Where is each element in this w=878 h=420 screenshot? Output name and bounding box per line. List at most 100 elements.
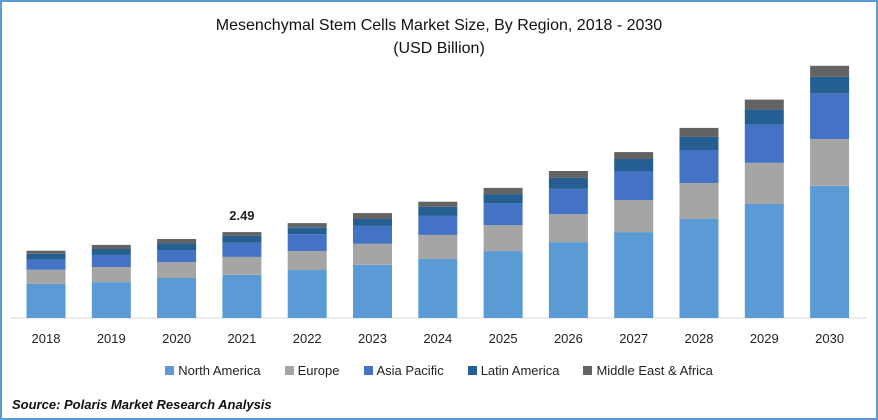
bar-segment-europe-2025 <box>483 225 523 252</box>
legend-swatch <box>583 366 593 375</box>
bar-segment-europe-2018 <box>26 269 66 284</box>
x-tick-label: 2024 <box>423 331 452 346</box>
legend-item-europe: Europe <box>284 363 340 378</box>
bar-segment-asia-pacific-2028 <box>679 150 719 184</box>
bar-segment-europe-2021 <box>222 256 262 275</box>
legend: North America Europe Asia Pacific Latin Ame… <box>2 363 876 378</box>
bar-segment-middle-east-africa-2022 <box>287 223 327 228</box>
bar-segment-middle-east-africa-2019 <box>91 244 131 249</box>
x-tick-label: 2030 <box>815 331 844 346</box>
bar-segment-europe-2022 <box>287 251 327 271</box>
x-tick-label: 2023 <box>358 331 387 346</box>
legend-item-latin-america: Latin America <box>467 363 560 378</box>
bar-segment-asia-pacific-2020 <box>157 250 197 263</box>
bar-segment-middle-east-africa-2025 <box>483 187 523 195</box>
chart-subtitle: (USD Billion) <box>393 40 485 57</box>
legend-item-asia-pacific: Asia Pacific <box>363 363 444 378</box>
legend-swatch <box>363 366 373 375</box>
legend-label: Latin America <box>480 363 560 378</box>
bar-segment-latin-america-2029 <box>744 109 784 125</box>
x-tick-label: 2022 <box>293 331 322 346</box>
legend-label: Asia Pacific <box>376 363 444 378</box>
bar-segment-middle-east-africa-2020 <box>157 239 197 244</box>
bars-group <box>26 65 850 318</box>
bar-segment-north-america-2019 <box>91 282 131 318</box>
chart-title: Mesenchymal Stem Cells Market Size, By R… <box>215 17 663 34</box>
bar-segment-middle-east-africa-2029 <box>744 99 784 110</box>
bar-segment-latin-america-2022 <box>287 227 327 235</box>
bar-segment-europe-2020 <box>157 262 197 278</box>
bar-segment-latin-america-2019 <box>91 249 131 255</box>
bar-segment-latin-america-2030 <box>810 76 850 94</box>
bar-segment-north-america-2027 <box>614 232 654 318</box>
legend-swatch <box>165 366 175 375</box>
bar-segment-latin-america-2025 <box>483 194 523 204</box>
bar-segment-europe-2027 <box>614 200 654 233</box>
bar-segment-asia-pacific-2027 <box>614 171 654 200</box>
bar-segment-latin-america-2024 <box>418 206 458 216</box>
bar-segment-latin-america-2020 <box>157 243 197 250</box>
legend-label: Europe <box>297 363 340 378</box>
legend-item-north-america: North America <box>165 363 261 378</box>
bar-segment-north-america-2029 <box>744 203 784 318</box>
x-tick-label: 2018 <box>32 331 61 346</box>
bar-segment-middle-east-africa-2023 <box>353 213 392 219</box>
bar-segment-latin-america-2021 <box>222 235 262 243</box>
bar-segment-asia-pacific-2021 <box>222 242 262 257</box>
bar-segment-asia-pacific-2030 <box>810 93 850 139</box>
data-label-2021: 2.49 <box>229 208 254 223</box>
bar-segment-north-america-2018 <box>26 283 66 318</box>
x-tick-label: 2021 <box>227 331 256 346</box>
x-tick-label: 2029 <box>750 331 779 346</box>
legend-swatch <box>467 366 477 375</box>
bar-segment-asia-pacific-2029 <box>744 124 784 163</box>
bar-segment-latin-america-2028 <box>679 136 719 150</box>
bar-segment-north-america-2023 <box>353 264 392 318</box>
bar-segment-europe-2028 <box>679 183 719 219</box>
source-note: Source: Polaris Market Research Analysis <box>12 397 272 412</box>
bar-segment-north-america-2026 <box>548 242 588 318</box>
bar-segment-north-america-2025 <box>483 251 523 318</box>
x-tick-labels: 2018 2019 2020 2021 2022 2023 2024 2025 2026 2027… <box>32 331 845 346</box>
bar-segment-middle-east-africa-2024 <box>418 201 458 207</box>
bar-segment-middle-east-africa-2018 <box>26 250 66 254</box>
x-tick-label: 2028 <box>685 331 714 346</box>
bar-segment-europe-2019 <box>91 266 131 283</box>
legend-swatch <box>284 366 294 375</box>
bar-segment-north-america-2024 <box>418 259 458 318</box>
bar-segment-europe-2024 <box>418 234 458 259</box>
legend-item-middle-east-africa: Middle East & Africa <box>583 363 713 378</box>
bar-segment-middle-east-africa-2026 <box>548 171 588 178</box>
bar-segment-europe-2026 <box>548 214 588 243</box>
x-tick-label: 2020 <box>162 331 191 346</box>
x-tick-label: 2026 <box>554 331 583 346</box>
bar-segment-europe-2029 <box>744 162 784 204</box>
legend-label: Middle East & Africa <box>596 363 713 378</box>
legend-label: North America <box>178 363 261 378</box>
bar-segment-north-america-2020 <box>157 278 197 318</box>
bar-segment-asia-pacific-2019 <box>91 254 131 267</box>
bar-segment-north-america-2021 <box>222 274 262 318</box>
bar-segment-asia-pacific-2018 <box>26 259 66 270</box>
bar-segment-middle-east-africa-2028 <box>679 127 719 137</box>
bar-segment-latin-america-2026 <box>548 177 588 189</box>
bar-segment-middle-east-africa-2030 <box>810 65 850 77</box>
bar-segment-asia-pacific-2025 <box>483 203 523 226</box>
bar-segment-latin-america-2018 <box>26 253 66 260</box>
x-tick-label: 2025 <box>489 331 518 346</box>
bar-segment-asia-pacific-2023 <box>353 225 392 244</box>
bar-segment-north-america-2022 <box>287 270 327 318</box>
bar-segment-latin-america-2023 <box>353 219 392 226</box>
x-tick-label: 2027 <box>619 331 648 346</box>
bar-segment-europe-2023 <box>353 243 392 265</box>
bar-segment-asia-pacific-2026 <box>548 189 588 215</box>
bar-segment-middle-east-africa-2027 <box>614 152 654 159</box>
bar-segment-asia-pacific-2024 <box>418 215 458 235</box>
x-tick-label: 2019 <box>97 331 126 346</box>
bar-segment-latin-america-2027 <box>614 159 654 172</box>
bar-segment-asia-pacific-2022 <box>287 234 327 252</box>
bar-segment-middle-east-africa-2021 <box>222 232 262 236</box>
bar-segment-north-america-2028 <box>679 219 719 318</box>
